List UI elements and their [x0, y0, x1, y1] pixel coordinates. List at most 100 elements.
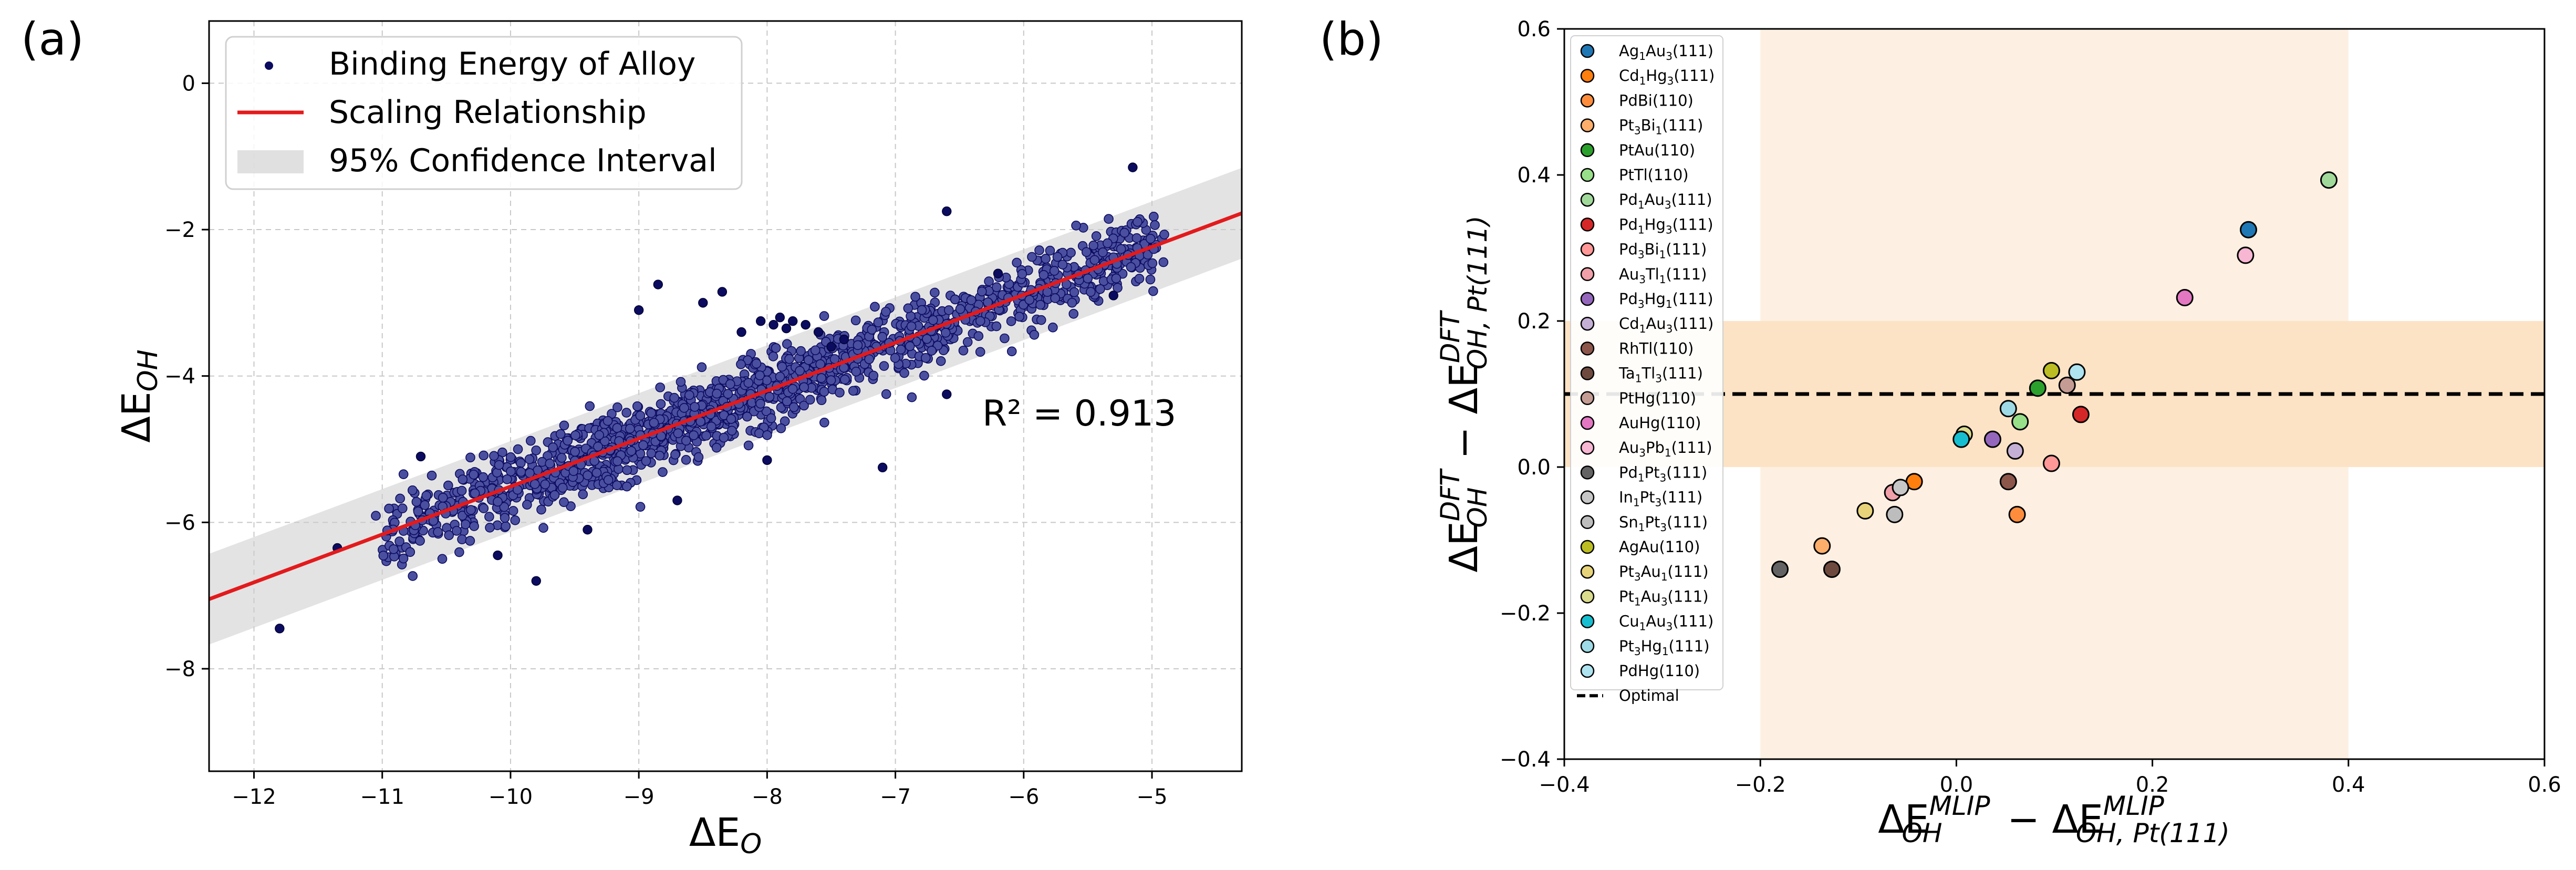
alloy-point: [906, 321, 917, 332]
alloy-point: [559, 420, 569, 431]
scaling-relationship-line: [209, 211, 1242, 601]
alloy-point: [1892, 479, 1909, 496]
panel-b-y-ticks: −0.4 −0.2 0.0 0.2 0.4 0.6: [1500, 17, 1564, 772]
alloy-point-outlier: [717, 287, 728, 297]
alloy-point: [411, 496, 422, 507]
panel-b-ylabel-sub2: OH, Pt(111): [1462, 215, 1493, 369]
legend-marker: [1580, 118, 1595, 132]
alloy-point: [456, 485, 467, 496]
legend-marker: [1580, 168, 1595, 182]
panel-b-ylabel-t2: − ΔE: [1441, 363, 1487, 471]
legend-label: In1Pt3(111): [1619, 489, 1702, 509]
alloy-point: [536, 504, 546, 515]
alloy-point: [658, 467, 668, 477]
alloy-point: [784, 354, 794, 364]
panel-b-x-ticks: −0.4 −0.2 0.0 0.2 0.4 0.6: [1539, 759, 2561, 797]
y-tick-label: −4: [164, 365, 195, 389]
alloy-point: [655, 450, 665, 461]
alloy-point: [782, 396, 792, 407]
alloy-point: [819, 311, 829, 321]
alloy-point: [681, 436, 691, 446]
y-tick-label: −8: [164, 657, 195, 681]
alloy-point: [788, 402, 799, 412]
r2-annotation: R² = 0.913: [982, 393, 1176, 434]
legend-marker: [1580, 589, 1595, 604]
alloy-point: [1126, 262, 1136, 272]
alloy-point: [726, 426, 737, 436]
legend-label: Cd1Au3(111): [1619, 315, 1713, 335]
alloy-point: [626, 446, 637, 456]
alloy-point: [427, 470, 437, 481]
alloy-point: [585, 401, 595, 411]
legend-marker: [1580, 94, 1595, 108]
y-tick-label: 0.4: [1517, 163, 1551, 188]
alloy-point: [799, 400, 809, 411]
alloy-point: [494, 460, 504, 470]
alloy-point: [944, 305, 954, 315]
alloy-point: [1133, 217, 1142, 227]
alloy-point: [1035, 299, 1045, 310]
alloy-point: [958, 345, 969, 356]
legend-marker: [1580, 564, 1595, 579]
alloy-point: [930, 287, 940, 298]
alloy-point: [736, 359, 746, 369]
legend-label: RhTl(110): [1619, 339, 1694, 357]
panel-b-xlabel-sub2: OH, Pt(111): [2076, 818, 2230, 848]
alloy-point: [570, 447, 580, 457]
alloy-point: [819, 387, 829, 397]
x-tick-label: 0.2: [2136, 773, 2169, 797]
x-tick-label: −8: [752, 785, 783, 809]
panel-b-xlabel-t2: − ΔE: [1995, 797, 2103, 842]
legend-scatter-marker: [265, 61, 273, 70]
alloy-point: [742, 411, 752, 422]
alloy-point: [1024, 295, 1035, 305]
x-tick-label: −12: [232, 785, 276, 809]
alloy-point: [457, 511, 468, 521]
alloy-point: [907, 392, 917, 402]
alloy-point: [531, 445, 541, 455]
alloy-point: [867, 325, 877, 335]
alloy-point-outlier: [813, 327, 824, 337]
alloy-point: [1006, 346, 1017, 357]
alloy-point: [397, 503, 408, 513]
alloy-point: [881, 389, 891, 399]
alloy-point: [557, 453, 567, 463]
panel-b-label: (b): [1320, 13, 1384, 66]
alloy-point: [1823, 561, 1841, 578]
alloy-point: [1027, 252, 1037, 262]
alloy-point-outlier: [942, 206, 952, 216]
alloy-point: [966, 295, 977, 305]
alloy-point: [676, 377, 686, 387]
alloy-point: [570, 430, 580, 440]
alloy-point: [388, 544, 399, 554]
alloy-point-outlier: [736, 327, 746, 337]
alloy-point: [751, 358, 762, 369]
alloy-point: [921, 353, 931, 363]
alloy-point: [775, 371, 785, 382]
alloy-point: [726, 414, 736, 424]
alloy-point: [1089, 255, 1100, 265]
legend-label: Pd3Hg1(111): [1619, 290, 1713, 310]
alloy-point: [625, 423, 635, 434]
alloy-point: [641, 456, 651, 466]
alloy-point: [1050, 293, 1061, 303]
alloy-point: [768, 351, 778, 361]
legend-marker: [1580, 44, 1595, 58]
alloy-point: [877, 332, 888, 342]
alloy-point: [1017, 269, 1027, 279]
alloy-point: [638, 440, 648, 450]
alloy-point: [777, 361, 787, 372]
legend-label: Au3Tl1(111): [1619, 265, 1707, 286]
alloy-point-outlier: [633, 305, 644, 315]
alloy-point: [917, 305, 927, 315]
alloy-point: [1116, 244, 1126, 254]
alloy-point: [1038, 270, 1049, 280]
alloy-point: [612, 423, 622, 433]
alloy-point-outlier: [275, 624, 285, 634]
y-tick-label: −2: [164, 218, 195, 242]
alloy-point: [516, 467, 526, 477]
alloy-point: [669, 392, 679, 403]
alloy-point: [489, 451, 499, 461]
alloy-point: [975, 316, 985, 326]
alloy-point: [864, 354, 874, 365]
